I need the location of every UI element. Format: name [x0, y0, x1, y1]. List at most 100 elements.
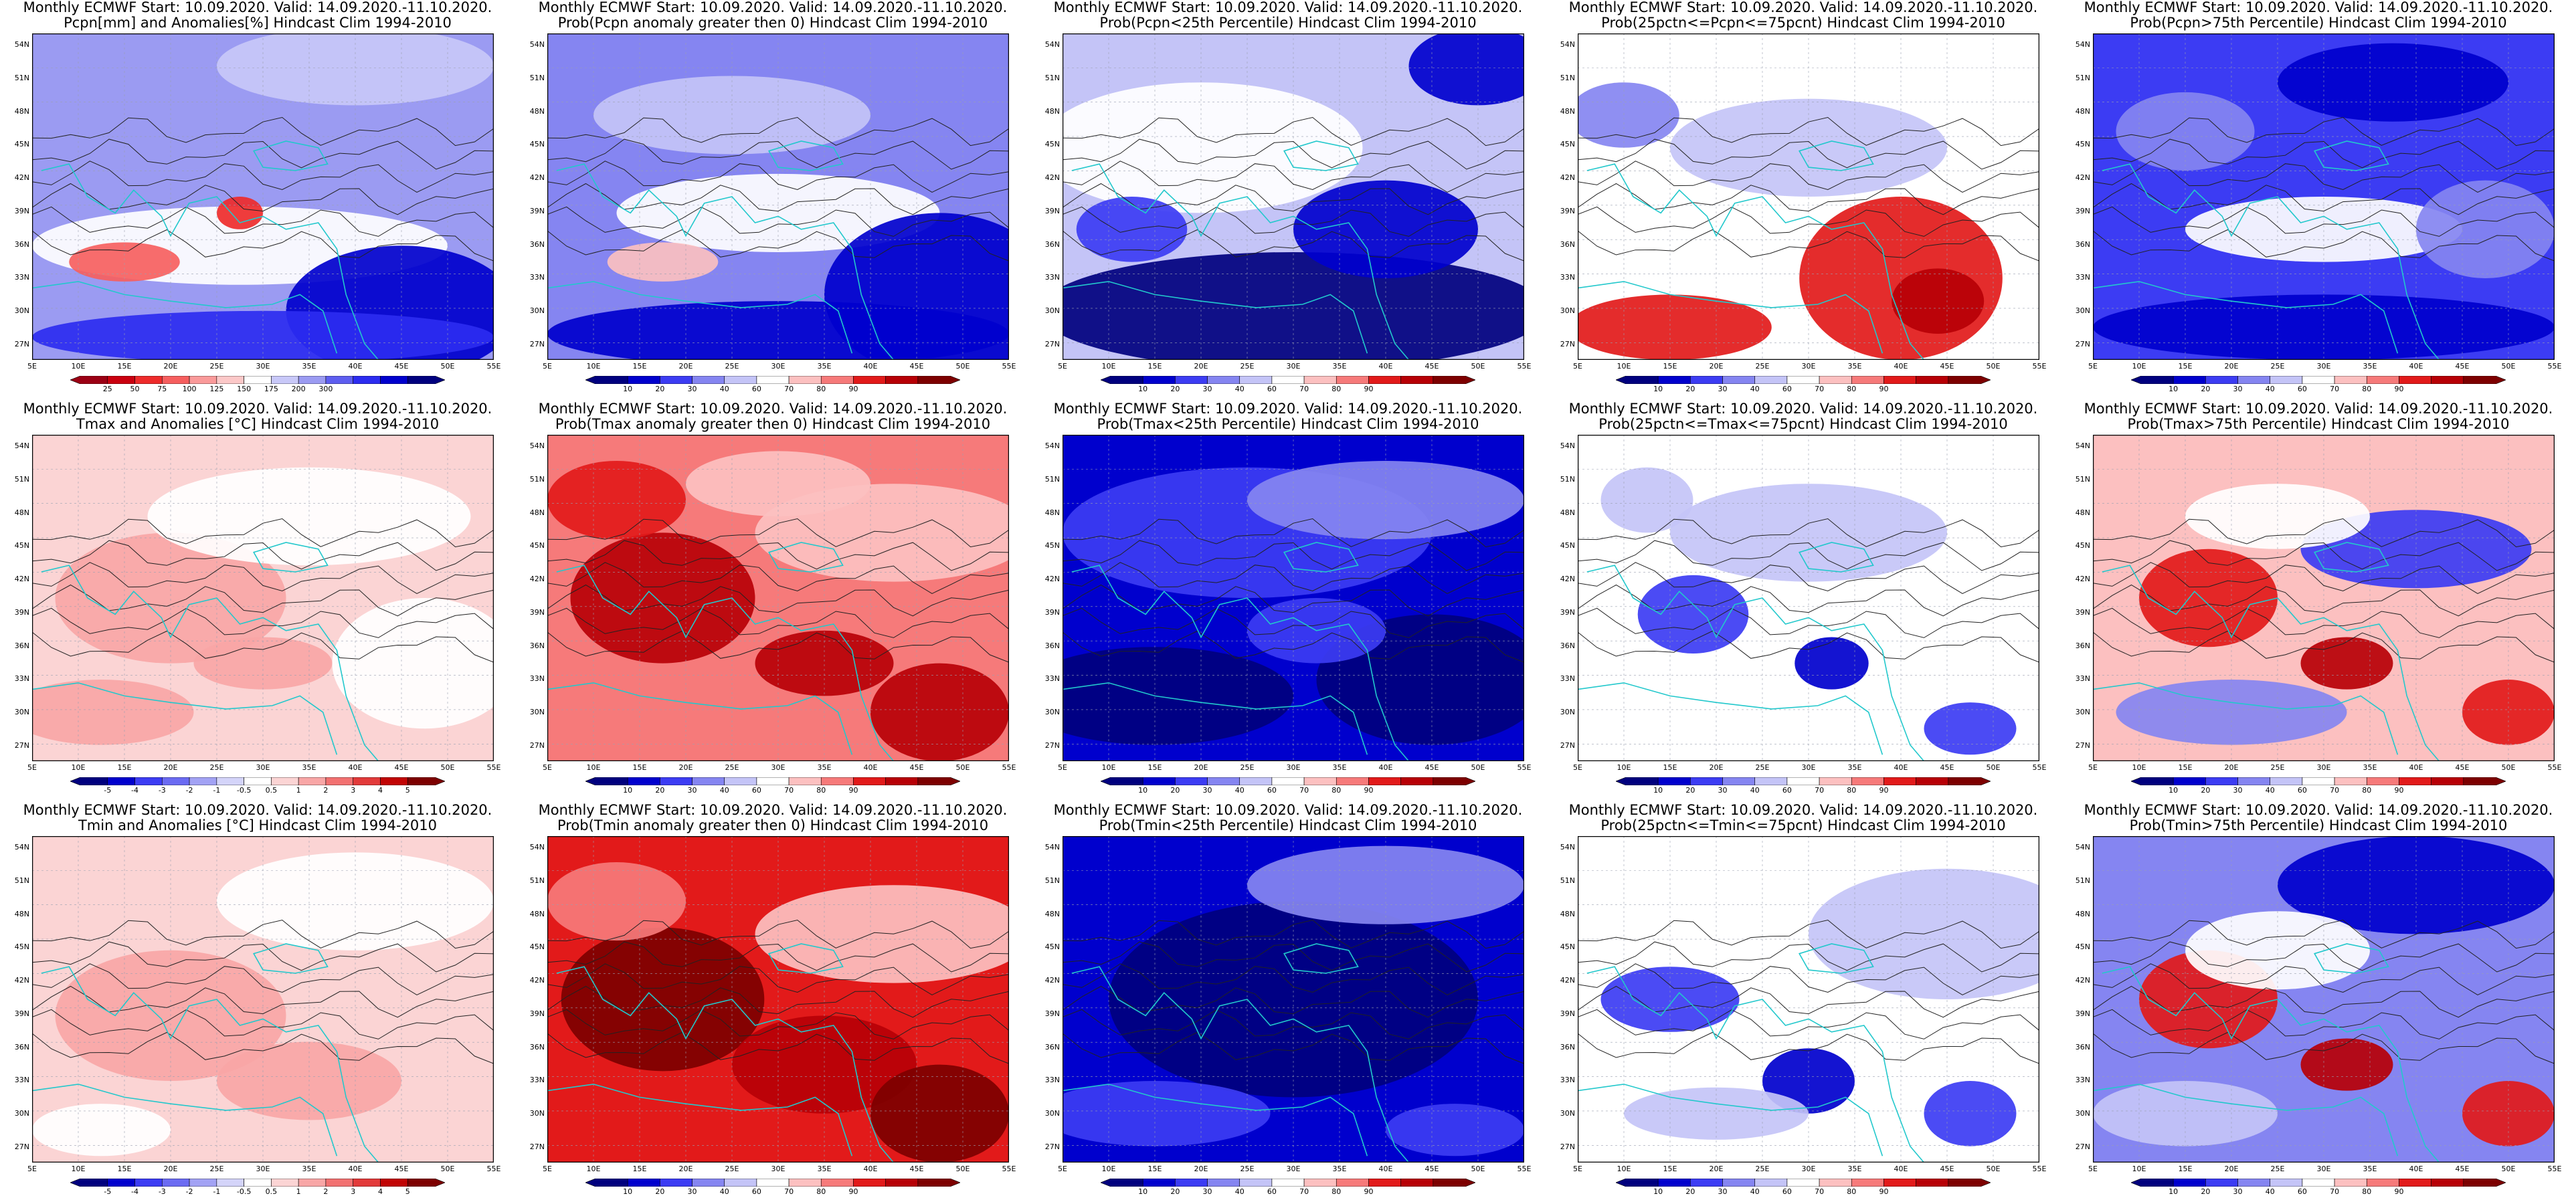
colorbar-swatch	[1336, 376, 1369, 384]
colorbar-tick-label: 75	[157, 385, 167, 393]
lat-tick-label: 39N	[529, 206, 545, 215]
coastline	[1578, 1084, 1883, 1157]
colorbar-swatch	[1142, 1179, 1176, 1187]
field-patch	[547, 461, 686, 540]
colorbar-swatch	[2302, 777, 2335, 785]
coastline	[253, 542, 329, 573]
panel-title-line2: Prob(Pcpn anomaly greater then 0) Hindca…	[557, 15, 988, 31]
lon-tick-label: 55E	[1517, 763, 1532, 772]
contour-line	[2093, 161, 2555, 193]
coastline	[1799, 140, 1874, 171]
contour-line	[32, 540, 494, 571]
lon-tick-label: 30E	[771, 763, 786, 772]
colorbar-tick-label: 40	[1234, 786, 1245, 795]
contour-line	[1578, 607, 2039, 638]
lon-tick-label: 20E	[163, 763, 178, 772]
lat-tick-label: 39N	[1560, 607, 1575, 617]
colorbar-swatch	[1271, 376, 1305, 384]
lat-tick-label: 30N	[529, 708, 545, 717]
colorbar-tick-label: 70	[1299, 1187, 1309, 1196]
lat-tick-label: 51N	[1044, 73, 1060, 82]
lon-tick-label: 20E	[2224, 362, 2239, 371]
colorbar-swatch	[853, 777, 886, 785]
lon-tick-label: 5E	[1573, 362, 1582, 371]
colorbar-swatch	[885, 777, 919, 785]
lat-tick-label: 42N	[14, 976, 29, 985]
colorbar-tick-label: 10	[2169, 786, 2179, 795]
colorbar	[1616, 777, 1991, 785]
colorbar-swatch	[271, 1179, 299, 1187]
lon-tick-label: 50E	[2501, 1165, 2516, 1173]
colorbar-swatch	[1239, 777, 1273, 785]
lat-tick-label: 30N	[2075, 1109, 2090, 1118]
colorbar-tick-label: 90	[1364, 786, 1374, 795]
colorbar-tick-label: 40	[1234, 385, 1245, 393]
colorbar-swatch	[2205, 777, 2238, 785]
colorbar-tick-label: 80	[1331, 1187, 1342, 1196]
colorbar-swatch	[853, 376, 886, 384]
colorbar-swatch	[692, 777, 725, 785]
coastline	[547, 281, 853, 354]
coastline	[253, 140, 329, 171]
lat-tick-label: 54N	[1560, 441, 1575, 450]
lon-tick-label: 5E	[1058, 763, 1067, 772]
lat-tick-label: 33N	[1044, 273, 1060, 282]
lat-tick-label: 36N	[14, 641, 29, 650]
panel-title-line1: Monthly ECMWF Start: 10.09.2020. Valid: …	[1568, 802, 2038, 818]
colorbar-swatch	[756, 1179, 790, 1187]
lon-tick-label: 15E	[2178, 362, 2193, 371]
contour-line	[1578, 229, 2039, 262]
colorbar-tick-label: -4	[131, 1187, 139, 1196]
contour-line	[547, 1009, 1009, 1039]
contour-line	[2093, 630, 2555, 663]
lon-tick-label: 10E	[2132, 362, 2146, 371]
colorbar-swatch	[1948, 1179, 1991, 1187]
field-patch	[1924, 1081, 2017, 1146]
colorbar	[585, 777, 960, 785]
contour-line	[1063, 138, 1524, 170]
colorbar-swatch	[1368, 376, 1401, 384]
lon-tick-label: 40E	[1378, 763, 1393, 772]
colorbar-tick-label: 10	[1653, 385, 1663, 393]
lon-tick-label: 5E	[543, 1165, 552, 1173]
colorbar-swatch	[2463, 376, 2506, 384]
lon-tick-label: 20E	[1194, 1165, 1208, 1173]
panel-title-line1: Monthly ECMWF Start: 10.09.2020. Valid: …	[2084, 401, 2553, 417]
lat-tick-label: 30N	[14, 1109, 29, 1118]
contour-line	[1063, 229, 1524, 262]
map-panel-tmin-prob-lt25: Monthly ECMWF Start: 10.09.2020. Valid: …	[1030, 803, 1546, 1204]
lon-tick-label: 45E	[394, 1165, 409, 1173]
lat-tick-label: 45N	[1560, 541, 1575, 550]
colorbar-tick-label: 60	[1267, 385, 1277, 393]
lon-tick-label: 20E	[678, 763, 693, 772]
lat-tick-label: 42N	[2075, 575, 2090, 584]
lat-tick-label: 39N	[1560, 1009, 1575, 1018]
colorbar-swatch	[1819, 777, 1852, 785]
lon-tick-label: 5E	[1573, 1165, 1582, 1173]
lon-tick-label: 10E	[1617, 1165, 1631, 1173]
colorbar-tick-label: 20	[655, 786, 665, 795]
lat-tick-label: 30N	[529, 1109, 545, 1118]
contour-line	[2093, 941, 2555, 973]
colorbar-tick-label: 300	[318, 385, 333, 393]
colorbar-swatch	[1722, 376, 1756, 384]
colorbar-tick-label: 90	[1879, 385, 1889, 393]
lat-tick-label: 36N	[1044, 641, 1060, 650]
colorbar-tick-label: 70	[1815, 385, 1825, 393]
colorbar-swatch	[1883, 1179, 1916, 1187]
coastline	[1071, 565, 1410, 761]
field-patch	[2416, 180, 2555, 278]
lon-tick-label: 20E	[163, 1165, 178, 1173]
colorbar-tick-label: 60	[1267, 786, 1277, 795]
contour-line	[547, 116, 1009, 146]
lon-tick-label: 25E	[725, 1165, 739, 1173]
lon-tick-label: 25E	[1755, 362, 1770, 371]
field-patch	[1063, 82, 1363, 213]
colorbar-swatch	[2366, 1179, 2399, 1187]
lon-tick-label: 40E	[2409, 763, 2423, 772]
coastline	[2102, 966, 2440, 1163]
colorbar-swatch	[1336, 1179, 1369, 1187]
colorbar-tick-label: 80	[1847, 385, 1857, 393]
field-patch	[1924, 702, 2017, 755]
colorbar-swatch	[380, 376, 408, 384]
